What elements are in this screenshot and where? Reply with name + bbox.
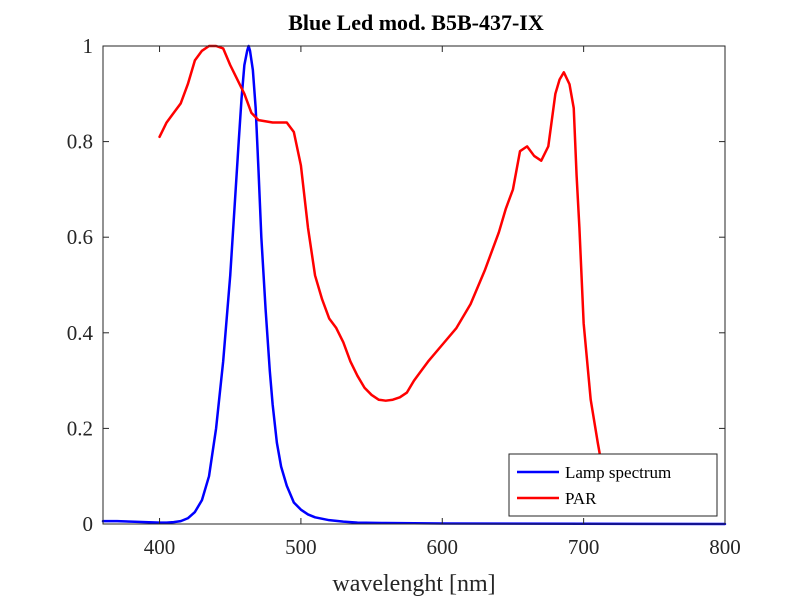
x-tick-label: 500 (285, 535, 317, 559)
plot-area (103, 46, 725, 524)
legend-label: PAR (565, 489, 597, 508)
x-tick-label: 800 (709, 535, 741, 559)
series-line-par (158, 44, 604, 468)
plot-layer (101, 44, 727, 526)
y-tick-label: 1 (83, 34, 94, 58)
legend-label: Lamp spectrum (565, 463, 671, 482)
y-tick-label: 0.2 (67, 416, 93, 440)
series-line-lamp-spectrum (101, 44, 727, 526)
x-tick-label: 400 (144, 535, 176, 559)
axes-layer: 400 500 600 700 800 0 0.2 0.4 0.6 0.8 1 (67, 34, 741, 559)
chart-title: Blue Led mod. B5B-437-IX (288, 10, 544, 35)
axes-box (102, 45, 726, 525)
y-tick-label: 0.6 (67, 225, 93, 249)
y-tick-label: 0 (83, 512, 94, 536)
legend-box (508, 453, 718, 517)
x-tick-label: 700 (568, 535, 600, 559)
y-tick-label: 0.4 (67, 321, 94, 345)
y-tick-label: 0.8 (67, 130, 93, 154)
x-axis-label: wavelenght [nm] (332, 571, 495, 597)
legend: Lamp spectrum PAR (508, 453, 718, 517)
x-tick-label: 600 (427, 535, 459, 559)
